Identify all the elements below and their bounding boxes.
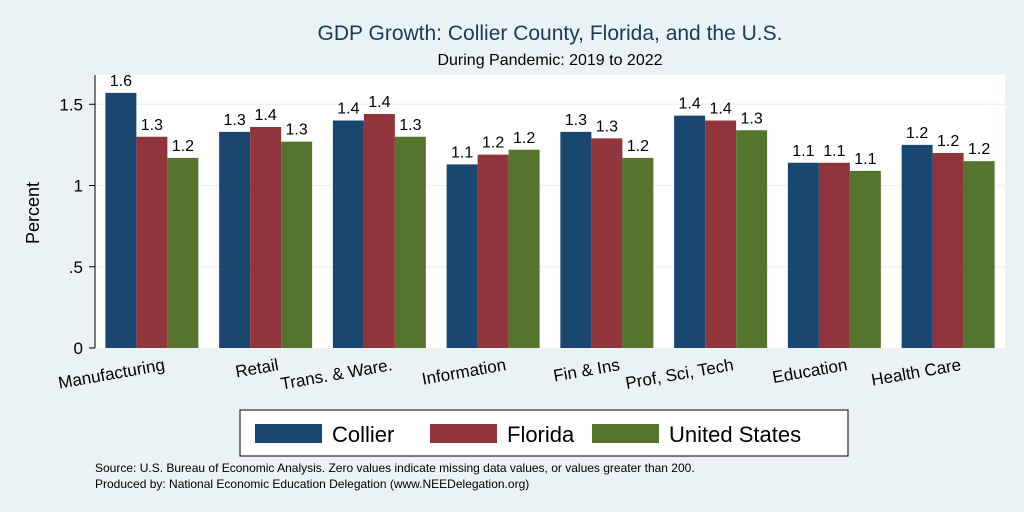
- bar: [508, 149, 540, 348]
- data-label: 1.2: [172, 138, 194, 155]
- data-label: 1.3: [399, 117, 421, 134]
- data-label: 1.4: [255, 107, 277, 124]
- legend-label: United States: [669, 422, 801, 447]
- y-axis-label: Percent: [23, 182, 43, 244]
- data-label: 1.3: [596, 118, 618, 135]
- legend-items: Collier Florida United States: [255, 422, 801, 447]
- legend-swatch: [430, 424, 497, 443]
- data-label: 1.2: [937, 133, 959, 150]
- bar: [281, 141, 313, 348]
- data-label: 1.1: [451, 144, 473, 161]
- bar: [674, 115, 706, 348]
- data-label: 1.6: [110, 73, 132, 90]
- y-tick-label: 1.5: [59, 95, 83, 114]
- bar: [932, 153, 964, 348]
- producer-note: Produced by: National Economic Education…: [95, 477, 529, 491]
- data-label: 1.2: [482, 135, 504, 152]
- data-label: 1.2: [627, 138, 649, 155]
- bar: [105, 92, 137, 348]
- chart-title: GDP Growth: Collier County, Florida, and…: [318, 22, 783, 45]
- data-label: 1.4: [368, 94, 390, 111]
- bar: [705, 120, 737, 348]
- bar: [250, 127, 282, 348]
- bar: [963, 161, 995, 348]
- data-label: 1.2: [513, 130, 535, 147]
- y-axis-ticks: 0 .5 1 1.5: [59, 95, 95, 358]
- bar: [849, 170, 881, 348]
- data-label: 1.2: [968, 141, 990, 158]
- bar: [901, 144, 933, 348]
- source-note: Source: U.S. Bureau of Economic Analysis…: [95, 461, 695, 475]
- bar: [591, 138, 623, 348]
- data-label: 1.4: [710, 101, 732, 118]
- y-tick-label: .5: [69, 258, 83, 277]
- bar: [818, 162, 850, 348]
- legend: Collier Florida United States: [239, 409, 849, 457]
- data-label: 1.3: [224, 112, 246, 129]
- data-label: 1.3: [286, 122, 308, 139]
- bar: [622, 157, 654, 348]
- legend-swatch: [255, 424, 322, 443]
- bar: [787, 162, 819, 348]
- data-label: 1.3: [141, 117, 163, 134]
- bar: [477, 154, 509, 348]
- legend-label: Collier: [332, 422, 394, 447]
- data-label: 1.1: [823, 143, 845, 160]
- data-label: 1.2: [906, 125, 928, 142]
- bar: [736, 130, 768, 348]
- bars: [105, 92, 995, 348]
- data-label: 1.1: [854, 151, 876, 168]
- legend-swatch: [592, 424, 659, 443]
- chart-subtitle: During Pandemic: 2019 to 2022: [437, 52, 662, 69]
- bar: [219, 131, 251, 348]
- bar: [332, 120, 364, 348]
- legend-label: Florida: [507, 422, 575, 447]
- data-label: 1.4: [337, 101, 359, 118]
- data-label: 1.4: [679, 96, 701, 113]
- y-tick-label: 1: [74, 177, 83, 196]
- y-tick-label: 0: [74, 339, 83, 358]
- bar: [560, 131, 592, 348]
- data-labels: 1.6 1.3 1.2 1.3 1.4 1.3 1.4 1.4 1.3 1.1 1.2 1.2 1.3 1…: [110, 73, 991, 168]
- legend-box: [239, 409, 849, 457]
- data-label: 1.3: [565, 112, 587, 129]
- bar: [136, 136, 168, 348]
- data-label: 1.3: [741, 110, 763, 127]
- data-label: 1.1: [792, 143, 814, 160]
- bar: [394, 136, 426, 348]
- bar: [363, 114, 395, 348]
- bar: [167, 157, 199, 348]
- bar: [446, 164, 478, 348]
